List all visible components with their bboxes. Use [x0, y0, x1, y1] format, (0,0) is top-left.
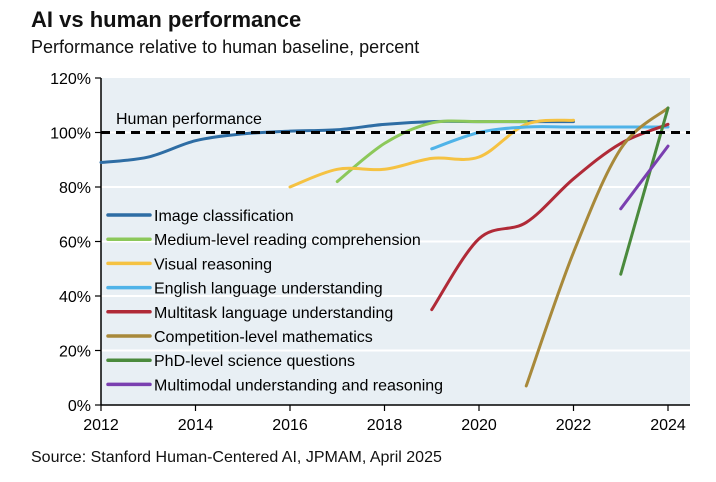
legend-label: Medium-level reading comprehension	[154, 232, 421, 249]
legend-label: Image classification	[154, 208, 294, 225]
series-line	[619, 106, 670, 276]
series-line	[430, 122, 670, 312]
y-tick-label: 80%	[59, 180, 91, 197]
legend-label: Multitask language understanding	[154, 305, 393, 322]
y-tick-label: 60%	[59, 235, 91, 252]
series-line	[430, 125, 670, 151]
x-tick-label: 2024	[650, 417, 686, 434]
legend-label: PhD-level science questions	[154, 353, 355, 370]
legend-label: Multimodal understanding and reasoning	[154, 377, 443, 394]
source-note: Source: Stanford Human-Centered AI, JPMA…	[31, 449, 442, 466]
x-tick-label: 2022	[556, 417, 592, 434]
series-line	[524, 106, 670, 388]
series-line	[335, 119, 528, 184]
chart-subtitle: Performance relative to human baseline, …	[31, 37, 420, 57]
x-tick-label: 2012	[83, 417, 119, 434]
y-tick-label: 20%	[59, 344, 91, 361]
legend-label: English language understanding	[154, 281, 383, 298]
y-tick-label: 100%	[50, 126, 91, 143]
legend-label: Visual reasoning	[154, 256, 272, 273]
x-tick-label: 2018	[367, 417, 403, 434]
y-tick-label: 120%	[50, 71, 91, 88]
x-tick-label: 2016	[272, 417, 308, 434]
human-performance-label: Human performance	[116, 111, 262, 128]
x-tick-label: 2014	[178, 417, 214, 434]
series-line	[619, 144, 670, 211]
y-tick-label: 0%	[68, 398, 91, 415]
series-line	[288, 118, 575, 189]
x-tick-label: 2020	[461, 417, 497, 434]
y-tick-label: 40%	[59, 289, 91, 306]
chart-title: AI vs human performance	[31, 7, 302, 32]
legend-label: Competition-level mathematics	[154, 329, 373, 346]
